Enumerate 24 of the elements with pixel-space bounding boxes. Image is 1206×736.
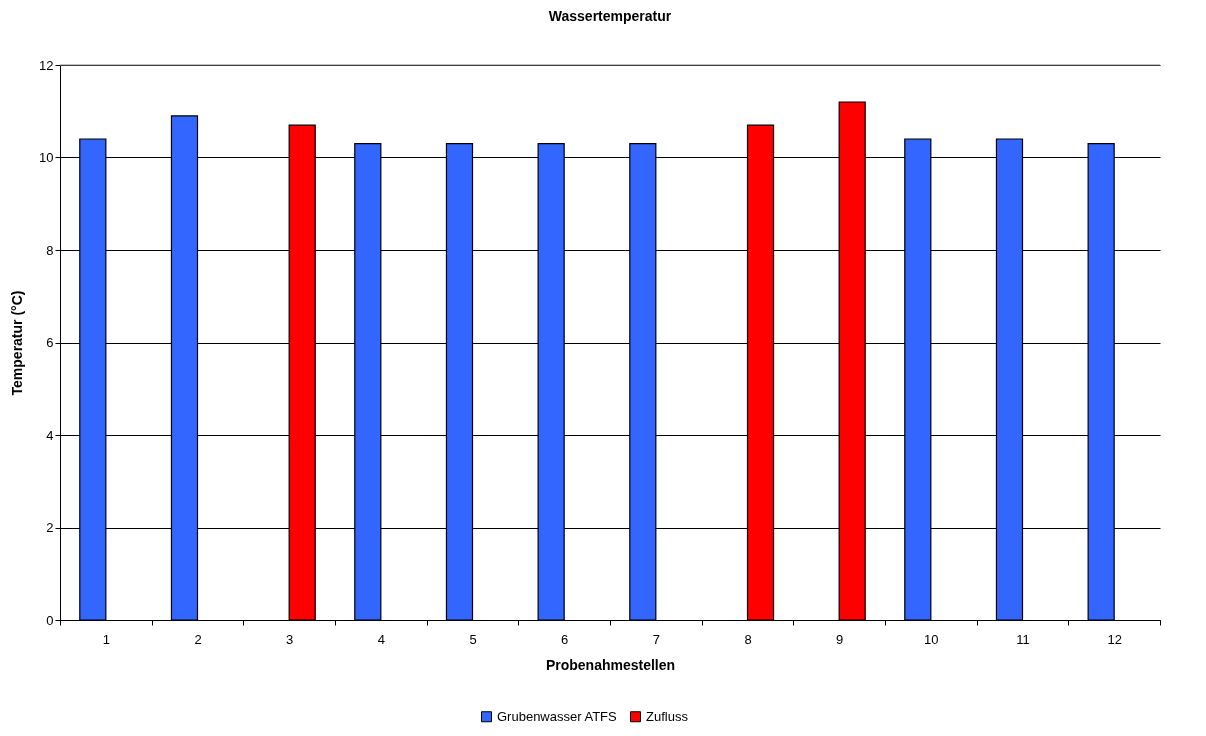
legend-label: Zufluss <box>646 708 689 724</box>
x-tick-label: 7 <box>652 631 660 647</box>
legend-label: Grubenwasser ATFS <box>497 708 618 724</box>
x-tick-label: 1 <box>102 631 110 647</box>
y-tick-label: 0 <box>46 612 54 628</box>
x-tick-label: 10 <box>924 631 939 647</box>
x-tick-label: 8 <box>744 631 752 647</box>
x-tick-label: 5 <box>469 631 477 647</box>
chart-title: Wassertemperatur <box>548 8 672 24</box>
y-tick-label: 6 <box>46 335 54 350</box>
x-tick-label: 2 <box>194 631 202 647</box>
y-axis-title: Temperatur (°C) <box>9 290 26 396</box>
x-tick-label: 4 <box>377 631 385 647</box>
y-tick-label: 4 <box>46 427 54 443</box>
y-tick-label: 10 <box>39 150 54 165</box>
x-tick-label: 9 <box>836 631 844 647</box>
x-tick-label: 3 <box>286 631 294 647</box>
x-tick-label: 11 <box>1016 631 1030 647</box>
x-tick-label: 12 <box>1107 631 1122 647</box>
x-tick-label: 6 <box>561 631 569 647</box>
x-axis-title: Probenahmestellen <box>545 656 676 673</box>
y-tick-label: 2 <box>46 520 54 535</box>
y-tick-label: 8 <box>46 242 54 258</box>
y-tick-label: 12 <box>39 57 54 73</box>
